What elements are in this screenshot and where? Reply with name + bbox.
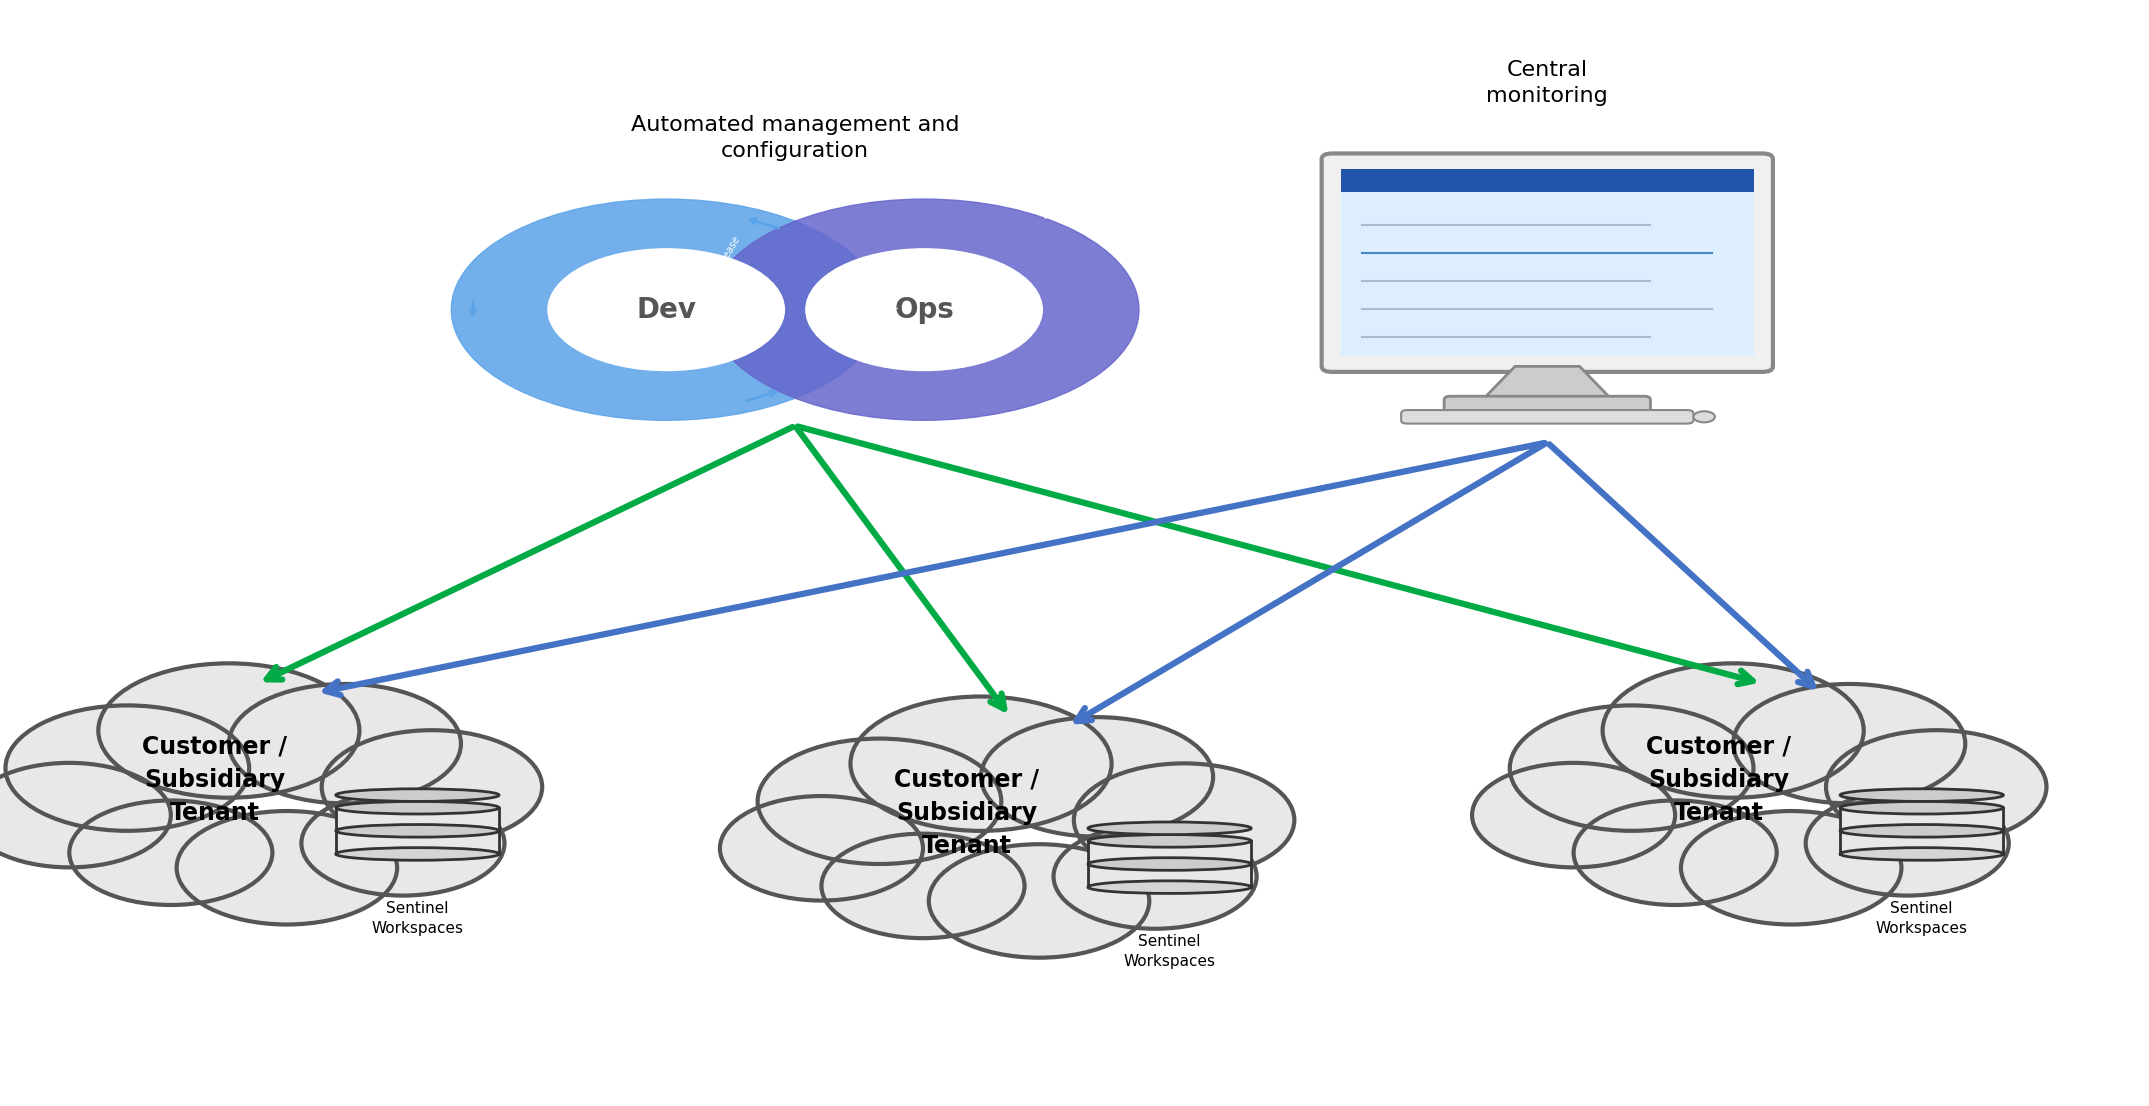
- Circle shape: [0, 763, 170, 867]
- Text: code: code: [767, 199, 791, 219]
- FancyBboxPatch shape: [335, 831, 499, 854]
- Circle shape: [709, 199, 1139, 420]
- Ellipse shape: [1087, 880, 1251, 894]
- FancyBboxPatch shape: [335, 807, 499, 831]
- Ellipse shape: [1840, 802, 2003, 814]
- Text: Sentinel
Workspaces: Sentinel Workspaces: [1876, 901, 1968, 936]
- Text: Dev: Dev: [636, 295, 696, 324]
- Text: Customer /
Subsidiary
Tenant: Customer / Subsidiary Tenant: [1646, 734, 1790, 825]
- Text: deploy: deploy: [1021, 197, 1053, 221]
- Circle shape: [1805, 791, 2009, 896]
- Circle shape: [6, 706, 249, 831]
- Text: operate: operate: [1145, 291, 1154, 328]
- FancyBboxPatch shape: [1322, 154, 1773, 372]
- Circle shape: [1074, 763, 1294, 877]
- Circle shape: [928, 844, 1150, 958]
- Circle shape: [1511, 706, 1754, 831]
- Ellipse shape: [1087, 835, 1251, 847]
- Ellipse shape: [335, 789, 499, 802]
- Circle shape: [1053, 824, 1257, 929]
- Circle shape: [548, 249, 784, 371]
- Circle shape: [99, 664, 359, 797]
- Text: Customer /
Subsidiary
Tenant: Customer / Subsidiary Tenant: [142, 734, 286, 825]
- Text: Ops: Ops: [894, 295, 954, 324]
- Text: Automated management and
configuration: Automated management and configuration: [632, 115, 958, 161]
- FancyBboxPatch shape: [1341, 169, 1754, 191]
- Circle shape: [720, 796, 922, 900]
- Circle shape: [821, 834, 1025, 938]
- FancyBboxPatch shape: [1840, 831, 2003, 854]
- Text: monitor: monitor: [1019, 396, 1055, 424]
- Text: Central
monitoring: Central monitoring: [1487, 60, 1607, 106]
- Circle shape: [1732, 684, 1964, 803]
- Polygon shape: [1483, 366, 1612, 399]
- Ellipse shape: [1087, 858, 1251, 870]
- Ellipse shape: [1840, 847, 2003, 860]
- Circle shape: [806, 249, 1042, 371]
- FancyBboxPatch shape: [1341, 169, 1754, 356]
- Text: Sentinel
Workspaces: Sentinel Workspaces: [1124, 935, 1216, 969]
- FancyBboxPatch shape: [1840, 807, 2003, 831]
- Text: Sentinel
Workspaces: Sentinel Workspaces: [372, 901, 464, 936]
- Ellipse shape: [335, 825, 499, 837]
- FancyBboxPatch shape: [1087, 864, 1251, 887]
- Circle shape: [759, 739, 1001, 864]
- Text: release: release: [716, 233, 741, 270]
- Text: plan: plan: [888, 299, 896, 321]
- Text: Customer /
Subsidiary
Tenant: Customer / Subsidiary Tenant: [894, 768, 1038, 858]
- Ellipse shape: [1840, 789, 2003, 802]
- Ellipse shape: [335, 802, 499, 814]
- Circle shape: [1827, 730, 2046, 844]
- Circle shape: [228, 684, 460, 803]
- Circle shape: [451, 199, 881, 420]
- FancyBboxPatch shape: [1444, 396, 1650, 414]
- Ellipse shape: [1840, 825, 2003, 837]
- FancyBboxPatch shape: [1087, 841, 1251, 864]
- Circle shape: [1472, 763, 1674, 867]
- Circle shape: [176, 811, 398, 925]
- Circle shape: [1681, 811, 1902, 925]
- Circle shape: [1693, 411, 1715, 422]
- Circle shape: [322, 730, 542, 844]
- Circle shape: [1573, 801, 1777, 905]
- FancyBboxPatch shape: [1401, 410, 1693, 424]
- Circle shape: [69, 801, 273, 905]
- Circle shape: [851, 697, 1111, 831]
- Circle shape: [980, 717, 1212, 836]
- Ellipse shape: [1087, 822, 1251, 835]
- Text: test: test: [544, 401, 563, 419]
- Circle shape: [301, 791, 505, 896]
- Circle shape: [1603, 664, 1863, 797]
- Ellipse shape: [335, 847, 499, 860]
- Text: build: build: [436, 298, 445, 322]
